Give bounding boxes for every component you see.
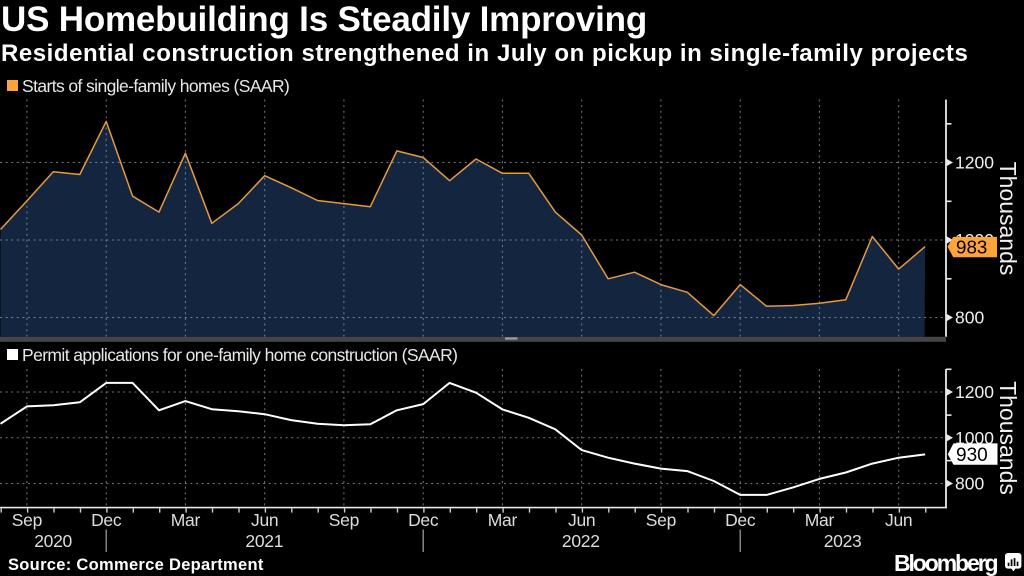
svg-text:Thousands: Thousands — [995, 381, 1021, 495]
svg-text:Dec: Dec — [408, 510, 439, 530]
svg-text:2021: 2021 — [245, 531, 283, 551]
svg-text:Mar: Mar — [488, 510, 518, 530]
svg-text:Source: Commerce Department: Source: Commerce Department — [8, 556, 264, 574]
svg-text:2020: 2020 — [34, 531, 72, 551]
svg-text:Jun: Jun — [251, 510, 278, 530]
svg-text:Mar: Mar — [805, 510, 835, 530]
svg-text:US Homebuilding Is Steadily Im: US Homebuilding Is Steadily Improving — [1, 0, 647, 39]
svg-text:983: 983 — [956, 236, 987, 257]
svg-text:Sep: Sep — [12, 510, 42, 530]
svg-text:Jun: Jun — [568, 510, 595, 530]
svg-text:Jun: Jun — [885, 510, 912, 530]
svg-text:800: 800 — [955, 474, 984, 494]
svg-text:Permit applications for one-fa: Permit applications for one-family home … — [22, 345, 457, 365]
svg-text:930: 930 — [956, 445, 988, 466]
svg-text:Sep: Sep — [329, 510, 359, 530]
svg-text:Dec: Dec — [91, 510, 122, 530]
svg-text:1000: 1000 — [955, 428, 994, 448]
svg-text:Sep: Sep — [646, 510, 676, 530]
svg-text:Thousands: Thousands — [995, 162, 1021, 276]
svg-text:Starts of single-family homes: Starts of single-family homes (SAAR) — [22, 76, 289, 96]
svg-text:Dec: Dec — [725, 510, 756, 530]
svg-text:2023: 2023 — [824, 531, 862, 551]
svg-text:Mar: Mar — [171, 510, 201, 530]
svg-text:1200: 1200 — [955, 153, 994, 173]
svg-text:2022: 2022 — [562, 531, 600, 551]
svg-text:1200: 1200 — [955, 382, 994, 402]
svg-text:800: 800 — [955, 308, 984, 328]
svg-text:Bloomberg: Bloomberg — [894, 550, 998, 576]
svg-text:Residential construction stren: Residential construction strengthened in… — [1, 40, 968, 67]
